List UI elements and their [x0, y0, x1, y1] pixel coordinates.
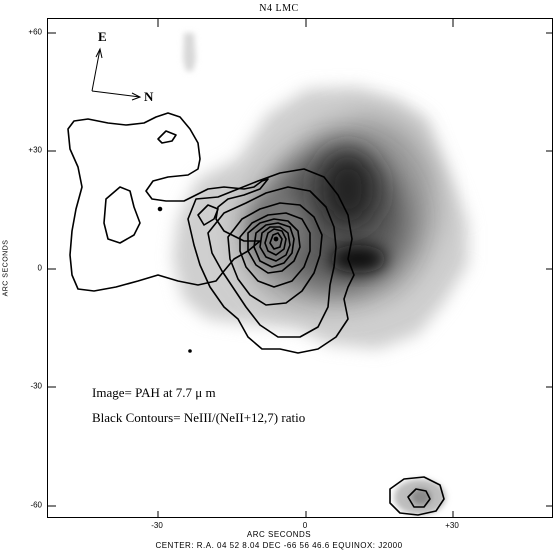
- contour-level-4: [239, 212, 311, 288]
- x-tick-label: 0: [302, 521, 308, 530]
- north-arrow: [91, 90, 141, 98]
- dot-contour: [157, 206, 163, 212]
- contour-lobe: [197, 204, 219, 226]
- contour-level-2: [207, 186, 337, 338]
- y-tick-label: 0: [37, 263, 42, 273]
- contour-level-9: [269, 232, 283, 250]
- contour-peak: [273, 236, 279, 242]
- compass-east-label: E: [98, 29, 107, 44]
- south-outer-contour: [389, 476, 445, 516]
- y-tick-label: -60: [30, 500, 42, 510]
- x-axis-label: ARC SECONDS: [246, 530, 312, 539]
- contour-level-6: [253, 222, 295, 268]
- astro-image: [48, 19, 552, 517]
- contour-level-8: [264, 228, 287, 256]
- y-axis-label: ARC SECONDS: [2, 239, 10, 297]
- outer-contour: [67, 112, 269, 292]
- north-arrowhead: [131, 92, 142, 101]
- south-inner-contour: [407, 488, 431, 508]
- x-tick-label: +30: [445, 521, 459, 530]
- ratio-contours: [67, 112, 445, 516]
- compass-north-label: N: [144, 89, 154, 104]
- center-coordinates: CENTER: R.A. 04 52 8.04 DEC -66 56 46.6 …: [155, 541, 403, 550]
- plot-title: N4 LMC: [259, 3, 299, 14]
- y-tick-label: +60: [28, 27, 42, 37]
- stray-dot: [188, 349, 192, 353]
- contour-level-1: [187, 168, 355, 354]
- inner-hole-contour: [103, 186, 141, 244]
- contours-annotation: Black Contours= NeIII/(NeII+12,7) ratio: [92, 410, 306, 425]
- east-arrow: [91, 48, 101, 92]
- small-loop-contour: [157, 130, 177, 144]
- image-frame: E N: [47, 18, 553, 518]
- image-annotation: Image= PAH at 7.7 μ m: [92, 385, 216, 400]
- tick-marks: [48, 19, 552, 517]
- east-arrowhead: [95, 47, 103, 59]
- y-tick-label: +30: [28, 145, 42, 155]
- contour-level-3: [227, 202, 323, 306]
- y-tick-label: -30: [30, 381, 42, 391]
- compass: [91, 47, 142, 101]
- pah-emission: [173, 33, 468, 515]
- contour-level-7: [259, 226, 291, 262]
- x-tick-label: -30: [151, 521, 163, 530]
- contour-level-5: [247, 218, 301, 274]
